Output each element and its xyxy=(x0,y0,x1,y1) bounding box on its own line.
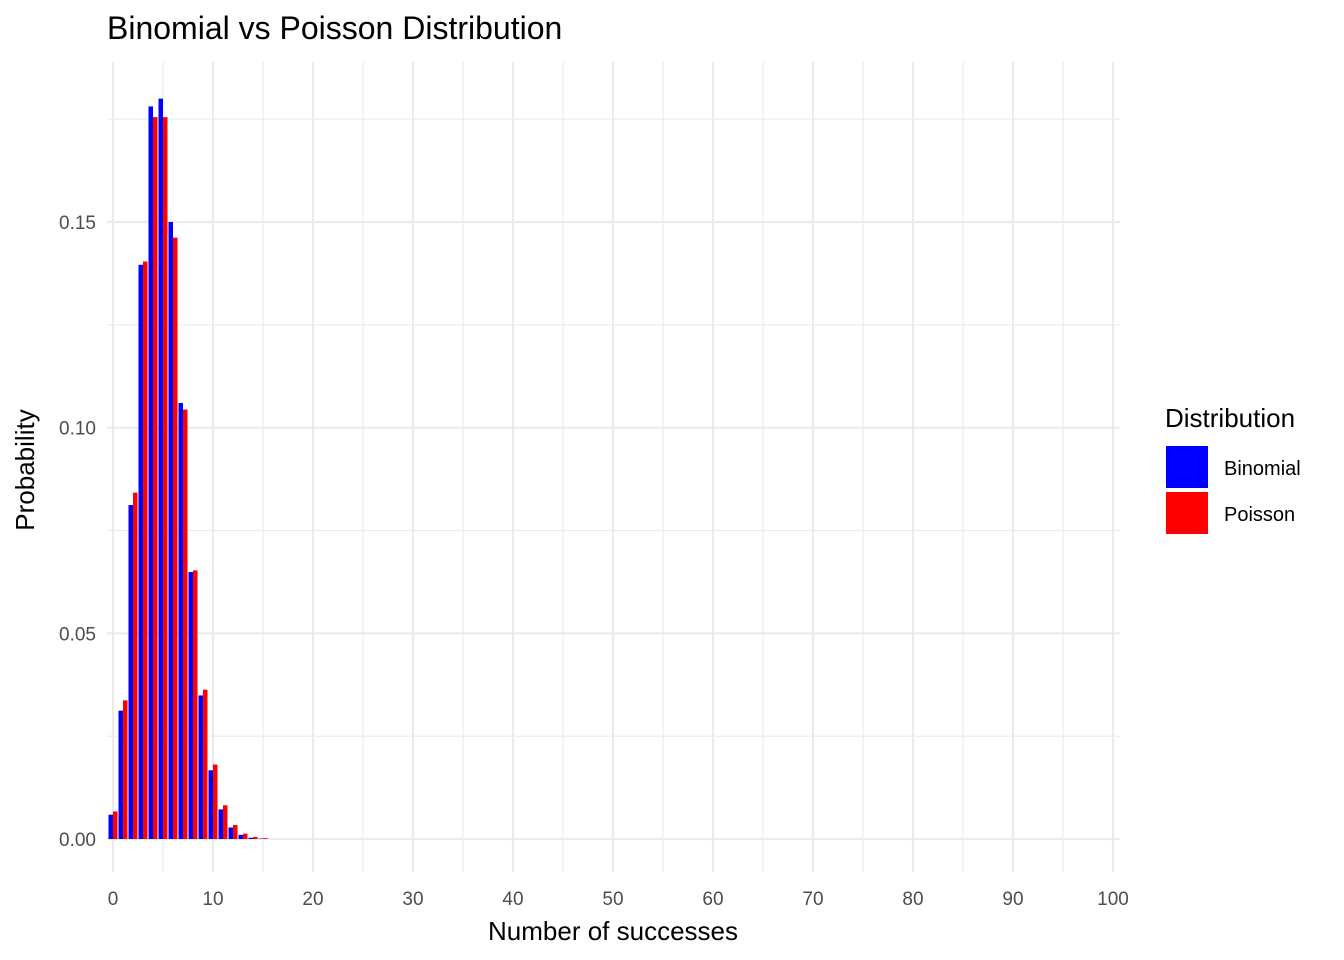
bar-poisson-6 xyxy=(173,237,178,839)
bar-binomial-12 xyxy=(228,827,233,839)
bar-poisson-7 xyxy=(183,409,188,839)
bar-poisson-8 xyxy=(193,570,198,839)
x-axis-title: Number of successes xyxy=(488,916,738,946)
bar-binomial-6 xyxy=(168,222,173,839)
bar-poisson-1 xyxy=(123,700,128,839)
x-tick-label: 60 xyxy=(702,889,723,910)
bar-binomial-3 xyxy=(138,264,143,839)
bar-poisson-3 xyxy=(143,261,148,839)
y-tick-label: 0.05 xyxy=(59,624,96,645)
bar-binomial-5 xyxy=(158,98,163,840)
grid xyxy=(107,62,1120,872)
legend: Distribution Binomial Poisson xyxy=(1165,403,1301,534)
x-tick-label: 70 xyxy=(802,889,823,910)
x-tick-label: 50 xyxy=(602,889,623,910)
y-axis-title: Probability xyxy=(10,409,40,530)
x-tick-label: 80 xyxy=(902,889,923,910)
bar-binomial-9 xyxy=(198,695,203,839)
bars xyxy=(108,98,268,840)
bar-binomial-0 xyxy=(108,814,113,839)
legend-title: Distribution xyxy=(1165,403,1295,433)
bar-poisson-0 xyxy=(113,811,118,839)
bar-poisson-12 xyxy=(233,825,238,839)
legend-items: Binomial Poisson xyxy=(1166,446,1301,534)
bar-poisson-13 xyxy=(243,833,248,839)
chart-title: Binomial vs Poisson Distribution xyxy=(107,10,562,46)
x-tick-label: 10 xyxy=(202,889,223,910)
x-tick-label: 30 xyxy=(402,889,423,910)
y-axis-ticks: 0.00 0.05 0.10 0.15 xyxy=(59,213,96,851)
legend-key-binomial xyxy=(1166,446,1208,488)
bar-poisson-2 xyxy=(133,492,138,839)
bar-poisson-5 xyxy=(163,117,168,840)
legend-label-poisson: Poisson xyxy=(1224,504,1295,526)
bar-binomial-2 xyxy=(128,505,133,839)
x-tick-label: 40 xyxy=(502,889,523,910)
x-axis-ticks: 0 10 20 30 40 50 60 70 80 90 100 xyxy=(108,889,1129,910)
bar-binomial-10 xyxy=(208,770,213,839)
x-tick-label: 0 xyxy=(108,889,119,910)
x-tick-label: 90 xyxy=(1002,889,1023,910)
legend-label-binomial: Binomial xyxy=(1224,458,1301,480)
bar-poisson-14 xyxy=(253,836,258,839)
bar-poisson-9 xyxy=(203,689,208,839)
bar-binomial-1 xyxy=(118,710,123,839)
bar-poisson-15 xyxy=(263,838,268,839)
bar-poisson-11 xyxy=(223,805,228,839)
x-tick-label: 20 xyxy=(302,889,323,910)
bar-binomial-13 xyxy=(238,834,243,839)
bar-poisson-10 xyxy=(213,764,218,839)
bar-binomial-11 xyxy=(218,809,223,839)
bar-binomial-4 xyxy=(148,106,153,840)
legend-key-poisson xyxy=(1166,492,1208,534)
y-tick-label: 0.10 xyxy=(59,419,96,440)
y-tick-label: 0.15 xyxy=(59,213,96,234)
bar-binomial-14 xyxy=(248,837,253,839)
x-tick-label: 100 xyxy=(1097,889,1129,910)
bar-binomial-7 xyxy=(178,402,183,839)
bar-binomial-8 xyxy=(188,572,193,839)
bar-poisson-4 xyxy=(153,117,158,840)
y-tick-label: 0.00 xyxy=(59,830,96,851)
